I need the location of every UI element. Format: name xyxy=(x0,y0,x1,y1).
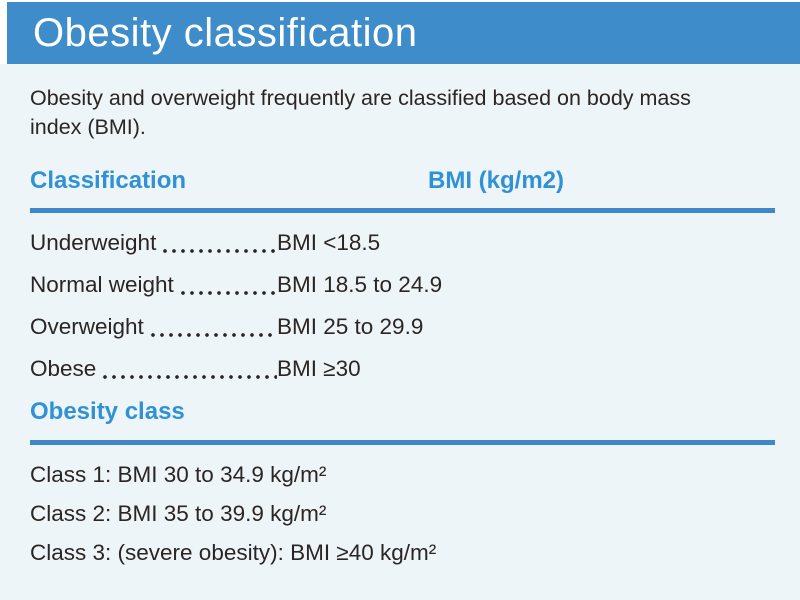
class-row: Class 3: (severe obesity): BMI ≥40 kg/m² xyxy=(30,540,437,565)
table-header-row: Classification BMI (kg/m2) xyxy=(30,166,775,196)
row-label-cell: Underweight xyxy=(30,230,277,256)
dot-leader xyxy=(103,374,277,380)
class-row: Class 2: BMI 35 to 39.9 kg/m² xyxy=(30,501,327,526)
row-label-cell: Overweight xyxy=(30,314,277,340)
row-value: BMI ≥30 xyxy=(277,356,361,381)
row-label: Obese xyxy=(30,356,97,381)
row-value: BMI 25 to 29.9 xyxy=(277,314,424,339)
row-label: Underweight xyxy=(30,230,157,255)
row-label-cell: Obese xyxy=(30,356,277,382)
dot-leader xyxy=(163,248,277,254)
content-area: Obesity and overweight frequently are cl… xyxy=(30,0,775,600)
row-label: Overweight xyxy=(30,314,144,339)
dot-leader xyxy=(150,332,277,338)
table-row: Overweight BMI 25 to 29.9 xyxy=(30,314,775,340)
row-label-cell: Normal weight xyxy=(30,272,277,298)
header-bar: Obesity classification xyxy=(7,2,800,64)
section-heading-obesity-class: Obesity class xyxy=(30,398,185,425)
divider-rule-bottom xyxy=(30,440,775,445)
column-header-bmi: BMI (kg/m2) xyxy=(428,167,565,194)
intro-text-line-1: Obesity and overweight frequently are cl… xyxy=(30,86,691,110)
row-value: BMI 18.5 to 24.9 xyxy=(277,272,443,297)
table-row: Normal weight BMI 18.5 to 24.9 xyxy=(30,272,775,298)
row-value: BMI <18.5 xyxy=(277,230,381,255)
row-label: Normal weight xyxy=(30,272,174,297)
intro-text-line-2: index (BMI). xyxy=(30,115,146,139)
divider-rule-top xyxy=(30,208,775,213)
page-title: Obesity classification xyxy=(33,10,418,55)
table-row: Underweight BMI <18.5 xyxy=(30,230,775,256)
light-blue-panel xyxy=(0,64,800,600)
column-header-classification: Classification xyxy=(30,167,187,194)
class-row: Class 1: BMI 30 to 34.9 kg/m² xyxy=(30,462,327,487)
dot-leader xyxy=(180,290,277,296)
table-row: Obese BMI ≥30 xyxy=(30,356,775,382)
